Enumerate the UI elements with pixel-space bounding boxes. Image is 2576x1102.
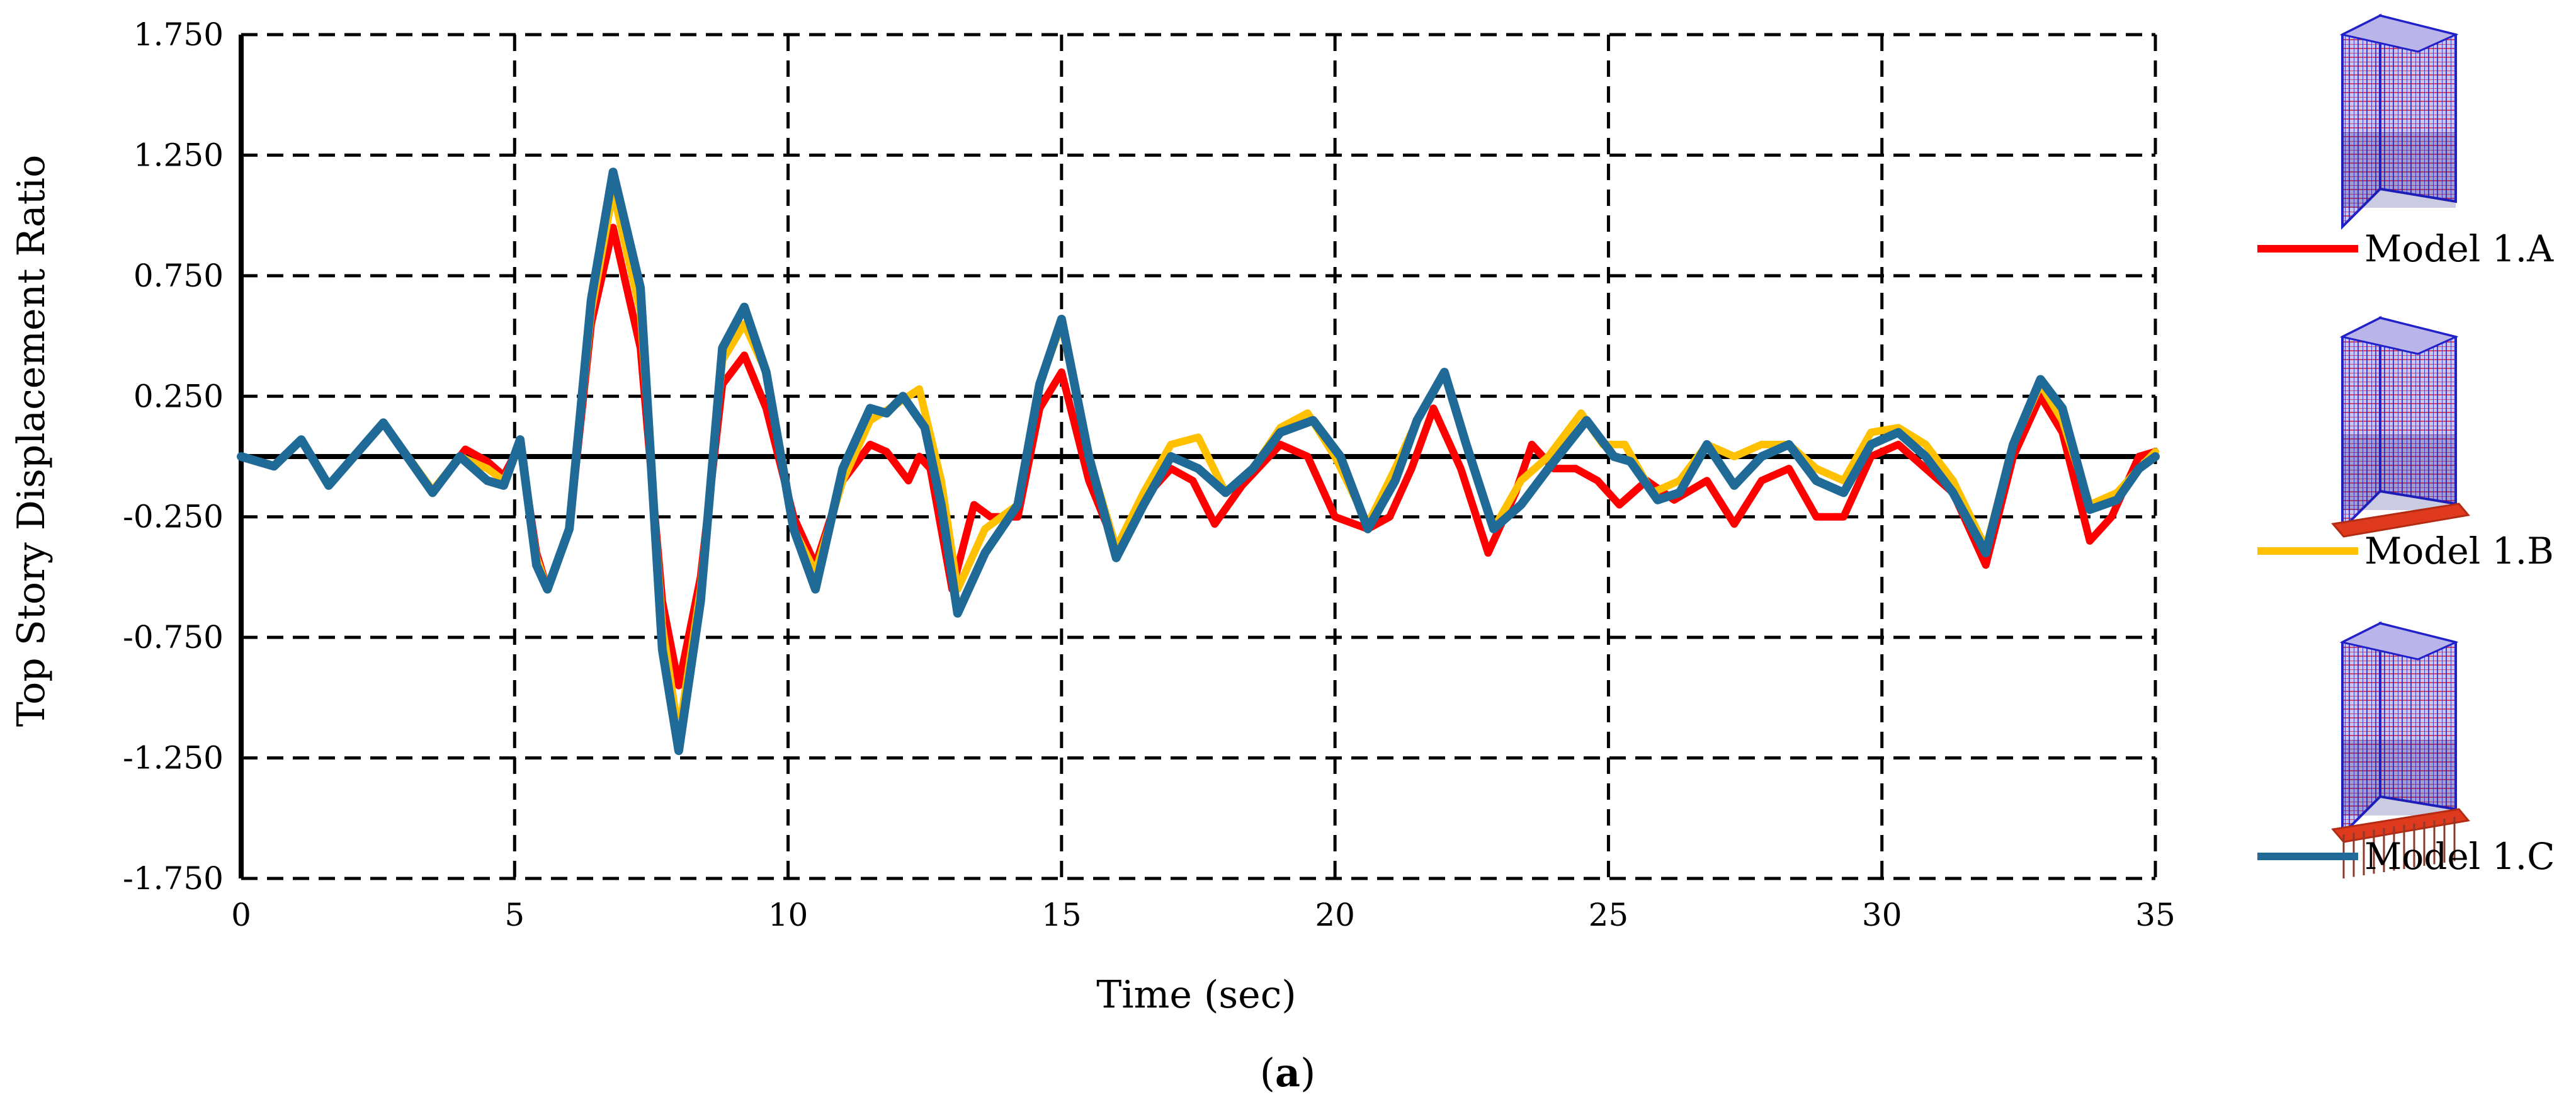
legend-entry: Model 1.A <box>2257 13 2554 270</box>
x-tick-label: 35 <box>2135 897 2176 933</box>
building-model-icon <box>2331 315 2470 538</box>
x-tick-label: 30 <box>1862 897 1902 933</box>
figure-caption: (a) <box>1260 1050 1316 1096</box>
y-axis-title: Top Story Displacement Ratio <box>9 155 54 727</box>
y-tick-label: -0.750 <box>123 619 224 656</box>
series-layer <box>237 168 2160 756</box>
legend-label: Model 1.B <box>2364 530 2554 572</box>
series-line-model-1-c <box>237 168 2160 756</box>
grid-layer <box>241 33 2157 880</box>
legend-entry: Model 1.C <box>2257 621 2555 878</box>
figure-caption-letter: a <box>1275 1050 1300 1096</box>
y-tick-label: 0.250 <box>133 378 224 414</box>
legend-entry: Model 1.B <box>2257 315 2554 572</box>
y-tick-labels: 1.750 1.250 0.750 0.250 -0.250 -0.750 -1.250 -1… <box>123 16 224 897</box>
x-tick-label: 20 <box>1315 897 1355 933</box>
x-axis-title: Time (sec) <box>1096 973 1296 1017</box>
x-tick-labels: 0 5 10 15 20 25 30 35 <box>231 897 2176 933</box>
x-tick-label: 15 <box>1041 897 1082 933</box>
x-tick-label: 25 <box>1589 897 1629 933</box>
y-tick-label: -1.750 <box>123 860 224 897</box>
building-model-icon <box>2331 621 2470 878</box>
y-tick-label: -1.250 <box>123 740 224 776</box>
y-tick-label: 0.750 <box>133 258 224 294</box>
building-model-icon <box>2339 13 2459 230</box>
y-tick-label: 1.750 <box>133 16 224 53</box>
y-tick-label: -0.250 <box>123 499 224 535</box>
legend: Model 1.A Model 1.B Model 1.C <box>2257 13 2555 878</box>
legend-label: Model 1.C <box>2364 835 2555 878</box>
legend-label: Model 1.A <box>2364 227 2554 270</box>
y-tick-label: 1.250 <box>133 137 224 173</box>
x-tick-label: 5 <box>504 897 525 933</box>
x-tick-label: 0 <box>231 897 251 933</box>
x-tick-label: 10 <box>768 897 809 933</box>
